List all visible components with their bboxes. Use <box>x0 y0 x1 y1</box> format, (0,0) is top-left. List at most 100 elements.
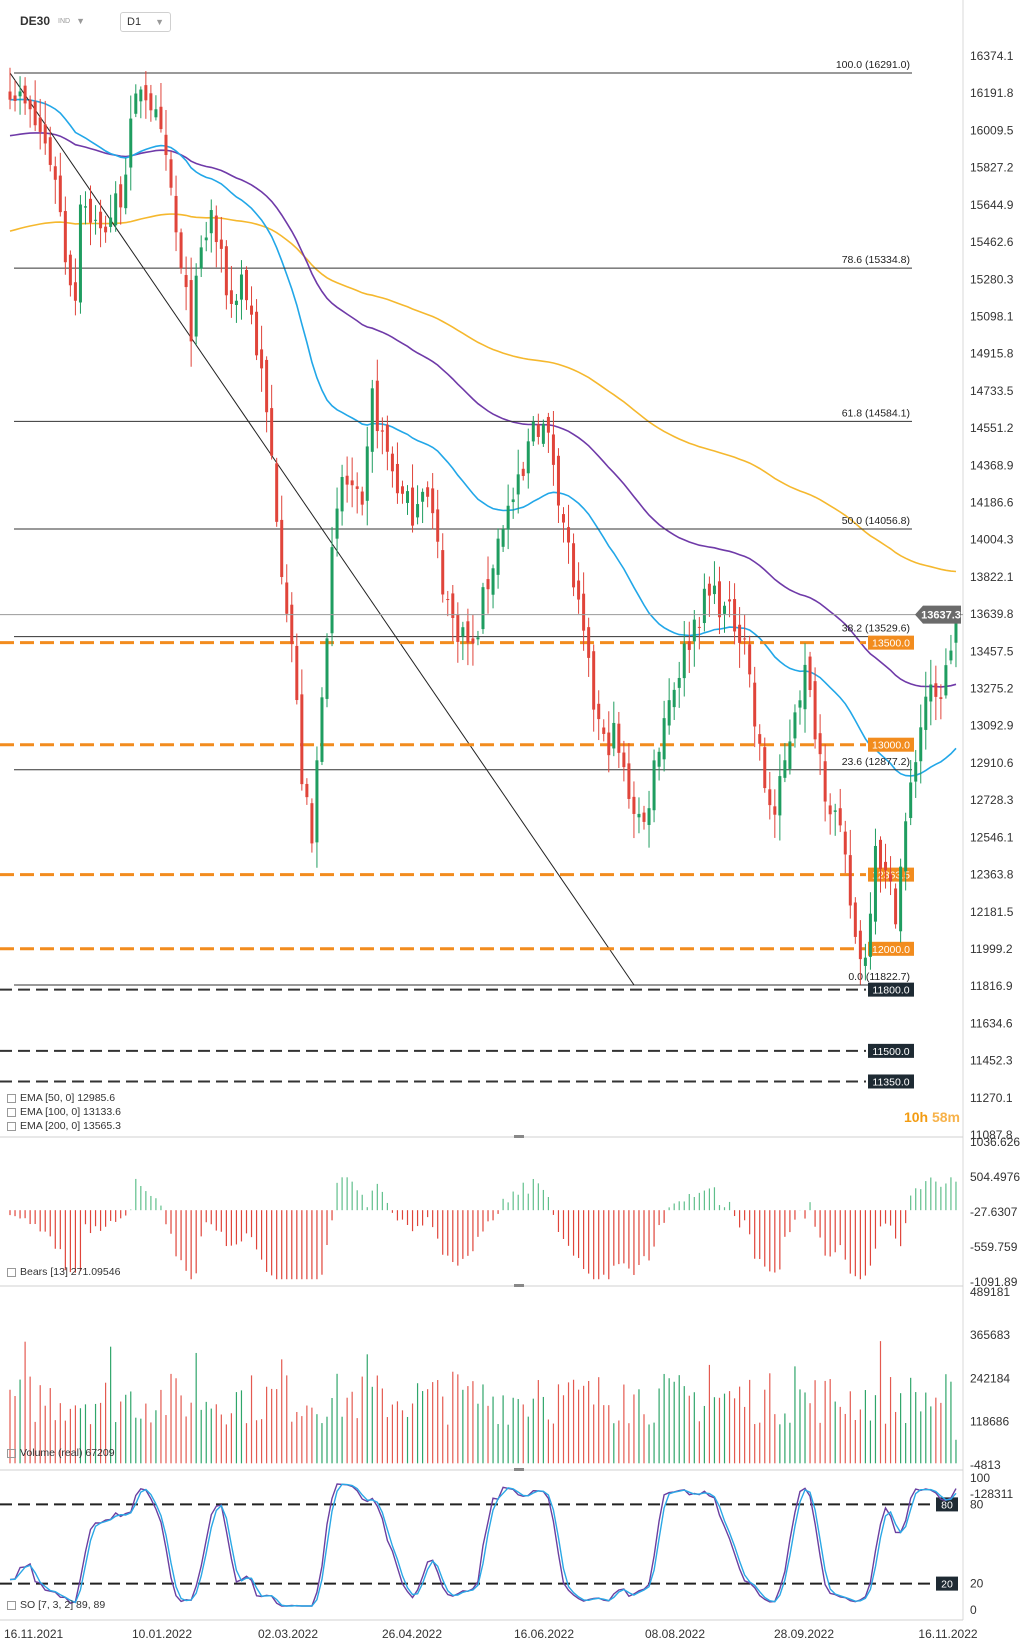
fib-level-label: 61.8 (14584.1) <box>842 407 910 419</box>
y-tick-label: 14915.8 <box>970 347 1014 361</box>
candle-body <box>647 808 651 825</box>
candle-body <box>516 474 520 495</box>
candle-body <box>255 311 259 356</box>
candle-body <box>873 845 877 922</box>
candle-body <box>139 89 143 102</box>
candle-body <box>697 626 701 628</box>
y-tick-label: 11087.8 <box>970 1128 1013 1142</box>
candle-body <box>738 624 742 643</box>
candle-body <box>68 254 72 286</box>
candle-body <box>884 861 888 871</box>
candle-body <box>350 480 354 486</box>
fib-level-label: 23.6 (12877.2) <box>842 756 910 768</box>
timer-hours: 10h <box>903 1109 929 1125</box>
so-d-line <box>9 1483 957 1607</box>
candle-body <box>848 855 852 906</box>
candle-body <box>270 408 274 456</box>
bears-y-tick: 1036.626 <box>970 1135 1020 1149</box>
candle-body <box>83 206 87 208</box>
candle-body <box>295 645 299 701</box>
candle-body <box>355 486 359 489</box>
candle-body <box>919 727 923 762</box>
candle-body <box>345 475 349 485</box>
chevron-down-icon: ▼ <box>155 17 164 27</box>
bears-legend[interactable]: Bears [13] 271.09546 <box>7 1265 120 1279</box>
candle-body <box>743 638 747 640</box>
volume-legend[interactable]: Volume (real) 67209 <box>7 1446 115 1460</box>
ema200-legend[interactable]: EMA [200, 0] 13565.3 <box>7 1119 121 1133</box>
candle-body <box>904 821 908 872</box>
candle-body <box>949 650 953 661</box>
y-tick-label: 13275.2 <box>970 682 1014 696</box>
settings-icon[interactable] <box>7 1121 16 1131</box>
y-tick-label: 13822.1 <box>970 570 1014 584</box>
candle-body <box>526 441 530 474</box>
so-level-tag-label: 20 <box>941 1579 953 1591</box>
panel-resize-handle <box>514 1135 524 1138</box>
candle-body <box>199 247 203 269</box>
candle-body <box>617 723 621 753</box>
level-tag-label: 13000.0 <box>872 740 910 752</box>
ema100-line <box>9 132 957 688</box>
candle-body <box>808 656 812 691</box>
candle-body <box>194 275 198 337</box>
candle-body <box>184 275 188 288</box>
candle-body <box>692 619 696 642</box>
candle-body <box>682 643 686 679</box>
settings-icon[interactable] <box>7 1093 16 1103</box>
candle-body <box>48 137 52 165</box>
so-y-tick: 80 <box>970 1497 984 1511</box>
candle-body <box>375 380 379 432</box>
candle-body <box>868 913 872 957</box>
candle-body <box>939 697 943 699</box>
candle-body <box>476 637 480 640</box>
timeframe-select[interactable]: D1 ▼ <box>120 12 171 32</box>
candle-body <box>541 423 545 444</box>
candle-body <box>577 580 581 600</box>
x-tick-label: 08.08.2022 <box>645 1627 705 1641</box>
candle-body <box>909 782 913 818</box>
symbol-label[interactable]: DE30 IND ▼ <box>20 12 85 30</box>
candle-body <box>275 463 279 522</box>
candle-body <box>124 174 128 209</box>
ema100-legend[interactable]: EMA [100, 0] 13133.6 <box>7 1105 121 1119</box>
settings-icon[interactable] <box>7 1600 16 1610</box>
candle-body <box>28 99 32 110</box>
settings-icon[interactable] <box>7 1448 16 1458</box>
candle-body <box>753 682 757 727</box>
candle-body <box>8 91 12 100</box>
candle-body <box>400 486 404 494</box>
candle-body <box>315 760 319 843</box>
candle-body <box>592 651 596 710</box>
y-tick-label: 12910.6 <box>970 756 1014 770</box>
candle-body <box>431 488 435 514</box>
level-tag-label: 11350.0 <box>872 1076 909 1088</box>
ema-legend: EMA [50, 0] 12985.6 EMA [100, 0] 13133.6… <box>7 1091 121 1133</box>
volume-y-tick: 489181 <box>970 1285 1010 1299</box>
symbol-dropdown-icon[interactable]: ▼ <box>76 16 86 26</box>
candle-body <box>717 581 721 618</box>
volume-y-tick: 242184 <box>970 1372 1010 1386</box>
candle-body <box>466 621 470 643</box>
candle-body <box>229 290 233 304</box>
candle-body <box>99 211 103 229</box>
settings-icon[interactable] <box>7 1267 16 1277</box>
settings-icon[interactable] <box>7 1107 16 1117</box>
ema50-legend[interactable]: EMA [50, 0] 12985.6 <box>7 1091 121 1105</box>
candle-body <box>687 641 691 650</box>
candle-body <box>627 763 631 799</box>
candle-body <box>114 193 118 226</box>
level-tag-label: 11500.0 <box>872 1046 909 1058</box>
candle-body <box>451 593 455 618</box>
x-tick-label: 10.01.2022 <box>132 1627 192 1641</box>
candle-body <box>204 237 208 241</box>
candle-body <box>214 215 218 243</box>
candle-body <box>546 416 550 433</box>
candle-body <box>370 388 374 452</box>
timeframe-value: D1 <box>127 16 142 28</box>
so-legend[interactable]: SO [7, 3, 2] 89, 89 <box>7 1598 105 1612</box>
candle-body <box>179 232 183 269</box>
candle-body <box>360 491 364 505</box>
candle-body <box>783 760 787 778</box>
